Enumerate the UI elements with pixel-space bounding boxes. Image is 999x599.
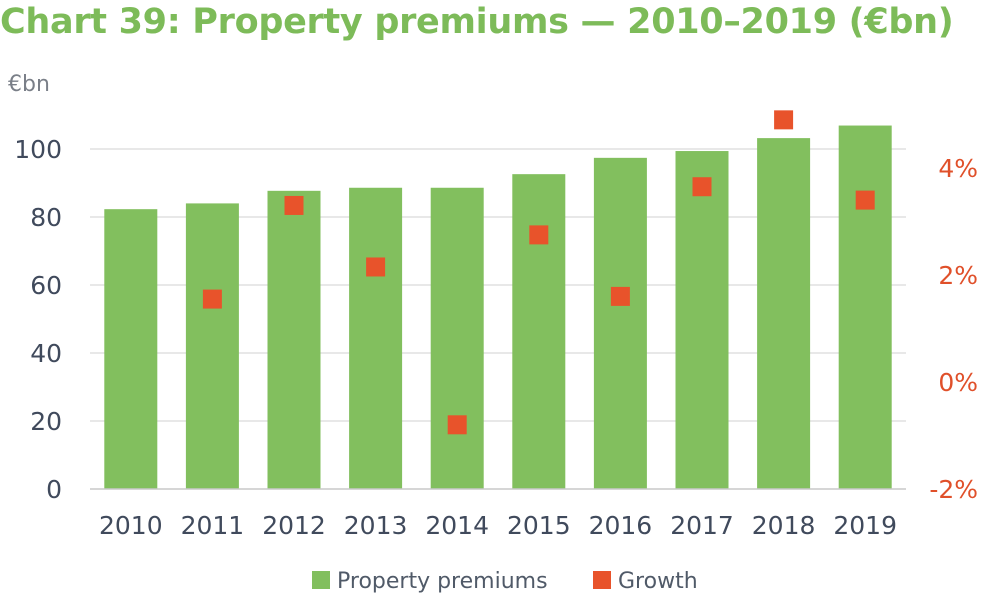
growth-point-2014	[447, 415, 467, 435]
x-tick-label: 2010	[99, 511, 163, 540]
bar-2010	[104, 209, 158, 489]
bar-2013	[349, 187, 403, 489]
bars	[104, 125, 892, 490]
x-tick-label: 2013	[344, 511, 408, 540]
x-tick-label: 2012	[262, 511, 326, 540]
x-tick-label: 2017	[670, 511, 734, 540]
right-tick-label: 0%	[938, 368, 978, 397]
left-axis-ticks: 0 20 40 60 80 100	[14, 135, 62, 504]
growth-point-2016	[610, 286, 630, 306]
legend-swatch-growth	[593, 571, 611, 589]
right-axis-ticks: -2% 0% 2% 4%	[929, 154, 978, 504]
left-tick-label: 80	[30, 203, 62, 232]
left-tick-label: 20	[30, 407, 62, 436]
right-tick-label: 2%	[938, 261, 978, 290]
growth-point-2018	[774, 110, 794, 130]
x-tick-label: 2011	[181, 511, 245, 540]
growth-point-2015	[529, 225, 549, 245]
right-tick-label: 4%	[938, 154, 978, 183]
left-tick-label: 60	[30, 271, 62, 300]
y-unit-label: €bn	[8, 72, 50, 97]
left-tick-label: 100	[14, 135, 62, 164]
bar-2015	[512, 174, 566, 489]
bar-2018	[757, 138, 811, 489]
chart-title: Chart 39: Property premiums — 2010–2019 …	[0, 2, 954, 42]
x-tick-label: 2014	[425, 511, 489, 540]
bar-2011	[185, 203, 239, 489]
x-tick-label: 2019	[833, 511, 897, 540]
left-tick-label: 0	[46, 475, 62, 504]
growth-point-2017	[692, 177, 712, 197]
bar-2014	[430, 187, 484, 489]
x-axis-ticks: 2010 2011 2012 2013 2014 2015 2016 2017 2018 2019	[99, 511, 897, 540]
legend: Property premiums Growth	[312, 569, 698, 594]
x-tick-label: 2018	[752, 511, 816, 540]
x-tick-label: 2015	[507, 511, 571, 540]
growth-point-2013	[366, 257, 386, 277]
growth-markers	[202, 110, 875, 435]
bar-2012	[267, 190, 321, 489]
right-tick-label: -2%	[929, 475, 978, 504]
growth-point-2011	[202, 289, 222, 309]
x-tick-label: 2016	[589, 511, 653, 540]
legend-label-growth: Growth	[618, 569, 698, 594]
left-tick-label: 40	[30, 339, 62, 368]
bar-2016	[593, 157, 647, 489]
growth-point-2019	[855, 190, 875, 210]
growth-point-2012	[284, 195, 304, 215]
bar-2017	[675, 151, 729, 490]
legend-label-property-premiums: Property premiums	[337, 569, 548, 594]
bar-2019	[838, 125, 892, 489]
legend-swatch-property-premiums	[312, 571, 330, 589]
